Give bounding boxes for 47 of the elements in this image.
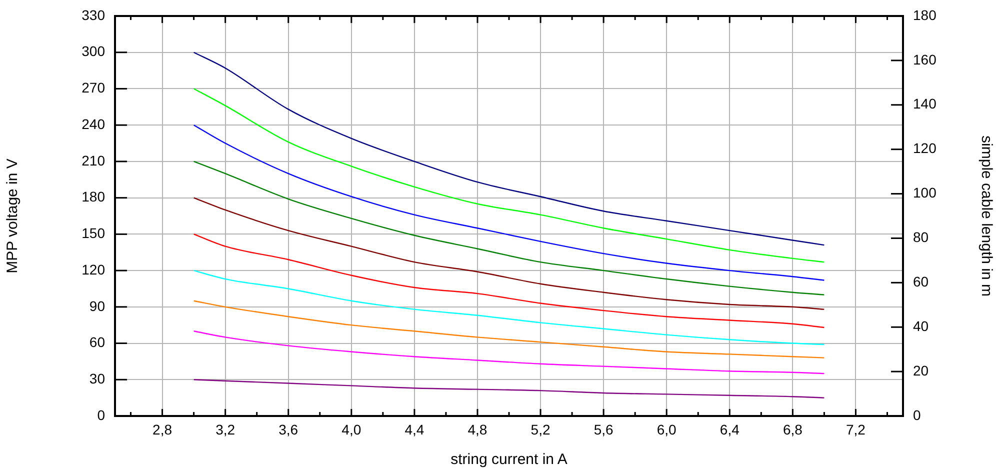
y2-tick-label: 120 [913,140,937,156]
y-tick-label: 300 [82,43,106,60]
y-tick-label: 270 [82,80,106,96]
line-series [193,52,825,246]
y2-tick-label: 180 [913,6,937,23]
y-axis-title: MPP voltage in V [4,158,22,274]
x-tick-label: 6,4 [720,421,740,438]
y-tick-label: 30 [89,370,106,386]
x-tick-label: 6,8 [782,421,803,438]
y2-axis-title: simple cable length in m [978,136,995,296]
y-tick-label: 330 [82,6,106,23]
y2-tick-label: 60 [913,274,929,290]
y-tick-label: 240 [82,116,106,132]
line-series [193,160,825,296]
line-series [193,379,825,398]
y-tick-label: 180 [82,188,106,205]
x-tick-label: 7,2 [846,421,866,438]
y2-tick-label: 140 [913,96,937,112]
line-series [193,88,825,263]
y2-tick-label: 160 [913,51,937,68]
x-tick-label: 5,6 [594,421,614,438]
y2-tick-label: 0 [913,406,921,423]
x-tick-label: 4,0 [342,421,362,438]
x-tick-label: 5,2 [530,421,550,438]
y-tick-label: 60 [89,334,106,350]
line-series [193,124,825,281]
x-tick-label: 3,2 [216,421,236,438]
y-tick-label: 150 [82,225,106,242]
x-tick-label: 4,8 [468,421,488,438]
y2-tick-label: 80 [913,229,929,246]
x-tick-label: 3,6 [278,421,298,438]
y2-tick-label: 40 [913,318,929,334]
x-tick-label: 4,4 [404,421,424,438]
y-tick-label: 0 [97,406,106,423]
line-series [193,197,825,310]
y2-tick-label: 20 [913,362,929,378]
line-series [193,330,825,374]
line-series [193,300,825,358]
x-tick-label: 6,0 [656,421,677,438]
x-tick-label: 2,8 [152,421,172,438]
x-axis-title: string current in A [450,451,568,468]
y2-tick-label: 100 [913,184,937,201]
line-series [193,270,825,346]
y-tick-label: 120 [82,261,106,278]
y-tick-label: 210 [82,152,106,168]
line-series [193,234,825,328]
y-tick-label: 90 [89,298,106,314]
